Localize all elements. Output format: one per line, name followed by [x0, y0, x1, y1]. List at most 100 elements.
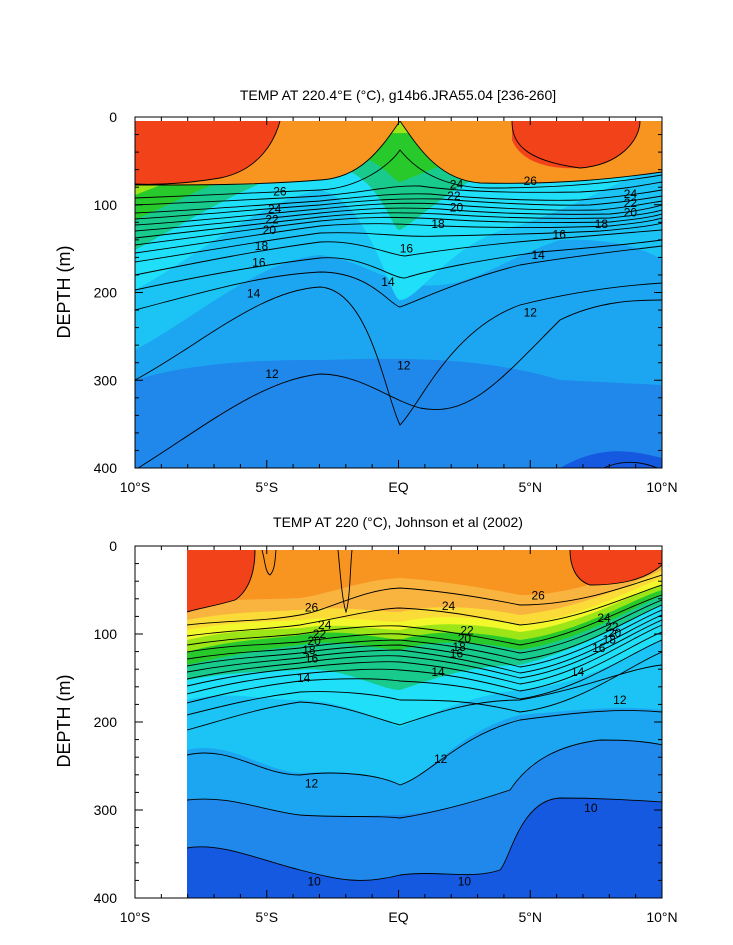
contour-label: 24 — [597, 611, 611, 625]
iso-21 — [135, 204, 662, 232]
contour-label: 10 — [584, 801, 598, 815]
contour-label: 24 — [450, 178, 464, 192]
contour-lines — [187, 550, 662, 881]
contour-label: 22 — [624, 196, 638, 210]
iso-27b — [337, 550, 353, 614]
iso-15 — [135, 239, 662, 291]
iso-15 — [187, 651, 662, 716]
contour-label: 12 — [305, 777, 319, 791]
y-tick-label: 0 — [109, 538, 117, 554]
x-tick-label: 10°S — [120, 479, 151, 495]
contour-label: 12 — [613, 693, 627, 707]
contour-label-layer: 2624222018161412242220181614122624222018… — [247, 174, 637, 381]
iso-18 — [187, 624, 662, 687]
iso-14 — [187, 664, 662, 731]
contour-fill-layer — [135, 39, 662, 468]
contour-label: 26 — [531, 588, 545, 602]
contour-label: 16 — [252, 256, 266, 270]
iso-28-left — [187, 550, 256, 613]
panel-model: TEMP AT 220.4°E (°C), g14b6.JRA55.04 [23… — [54, 39, 678, 495]
contour-label: 14 — [571, 665, 585, 679]
iso-11 — [187, 797, 662, 881]
band-10-11 — [560, 451, 662, 468]
contour-label: 24 — [624, 187, 638, 201]
y-axis-label: DEPTH (m) — [54, 675, 74, 768]
x-tick-label: 10°N — [646, 909, 677, 925]
contour-label: 14 — [531, 248, 545, 262]
contour-label: 14 — [247, 286, 261, 300]
x-tick-label: 5°S — [255, 479, 278, 495]
contour-label: 12 — [265, 367, 279, 381]
contour-label: 12 — [524, 306, 538, 320]
y-tick-label: 200 — [94, 714, 118, 730]
x-tick-label: EQ — [388, 479, 408, 495]
contour-label: 12 — [434, 752, 448, 766]
iso-13 — [187, 709, 662, 786]
contour-label: 22 — [605, 620, 619, 634]
iso-27 — [135, 121, 662, 186]
iso-26 — [135, 149, 662, 199]
x-tick-label: EQ — [388, 909, 408, 925]
panel-2-title: TEMP AT 220 (°C), Johnson et al (2002) — [273, 514, 523, 530]
x-tick-label: 5°N — [519, 479, 543, 495]
y-tick-label: 0 — [109, 109, 117, 125]
iso-28-left — [135, 121, 281, 185]
band-11-12 — [135, 358, 662, 468]
iso-14 — [135, 245, 662, 311]
contour-label: 22 — [460, 623, 474, 637]
contour-label: 18 — [603, 632, 617, 646]
contour-label: 16 — [592, 641, 606, 655]
iso-27a — [261, 550, 277, 576]
contour-label: 10 — [308, 874, 322, 888]
contour-label: 20 — [450, 200, 464, 214]
iso-28-right — [511, 121, 641, 169]
band-10-11 — [187, 798, 662, 898]
contour-label: 10 — [458, 874, 472, 888]
contour-label: 18 — [302, 643, 316, 657]
contour-label: 20 — [308, 634, 322, 648]
contour-label: 24 — [442, 599, 456, 613]
contour-label: 14 — [297, 671, 311, 685]
contour-label: 22 — [313, 627, 327, 641]
y-tick-label: 300 — [94, 802, 118, 818]
contour-fill-layer — [187, 550, 662, 898]
band-28-plus-left — [135, 121, 280, 185]
x-tick-label: 5°N — [519, 909, 543, 925]
axes: 10°S 5°S EQ 5°N 10°N 0 100 200 300 400 — [94, 109, 678, 495]
iso-24 — [187, 594, 662, 646]
contour-label: 18 — [255, 239, 269, 253]
contour-label: 24 — [268, 202, 282, 216]
contour-label: 16 — [553, 228, 567, 242]
contour-label: 24 — [318, 618, 332, 632]
contour-label: 16 — [400, 242, 414, 256]
contour-label: 14 — [381, 275, 395, 289]
iso-25 — [187, 584, 662, 637]
contour-label: 16 — [305, 652, 319, 666]
y-tick-label: 400 — [94, 890, 118, 906]
contour-label: 20 — [608, 626, 622, 640]
x-tick-label: 10°N — [646, 479, 677, 495]
y-tick-label: 400 — [94, 460, 118, 476]
contour-lines — [135, 121, 662, 468]
band-28-plus-left — [187, 550, 255, 612]
panel-observed: TEMP AT 220 (°C), Johnson et al (2002) — [54, 514, 678, 925]
band-26-27 — [135, 39, 662, 116]
iso-18 — [135, 217, 662, 254]
contour-label: 20 — [263, 223, 277, 237]
iso-22 — [135, 200, 662, 226]
band-26-27-top — [135, 40, 662, 117]
band-28-plus-right — [512, 121, 640, 169]
contour-label: 20 — [624, 206, 638, 220]
y-tick-label: 100 — [94, 626, 118, 642]
contour-label: 18 — [431, 217, 445, 231]
iso-25 — [135, 181, 662, 206]
iso-23 — [187, 599, 662, 654]
iso-20 — [135, 209, 662, 239]
y-tick-label: 300 — [94, 372, 118, 388]
iso-19 — [187, 619, 662, 680]
contour-label: 14 — [431, 665, 445, 679]
iso-26 — [187, 574, 662, 626]
contour-label-layer: 2624222018161412242220181614122624222018… — [297, 588, 627, 888]
y-tick-label: 100 — [94, 197, 118, 213]
